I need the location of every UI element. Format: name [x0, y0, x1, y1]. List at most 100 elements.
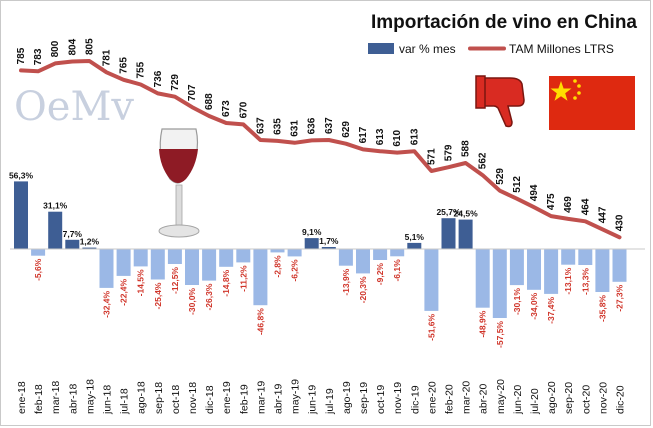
bar-label-may-19: -6,2%: [290, 259, 300, 282]
bar-label-jul-18: -22,4%: [119, 278, 129, 305]
legend-bar-swatch: [368, 43, 394, 54]
tam-label-dic-18: 688: [204, 93, 215, 110]
x-tick-nov-18: nov-18: [187, 382, 199, 414]
x-tick-dic-19: dic-19: [409, 385, 421, 414]
tam-label-sep-20: 469: [563, 196, 574, 213]
bar-oct-18: [167, 249, 182, 264]
china-flag-icon: [549, 76, 635, 130]
x-tick-sep-20: sep-20: [563, 382, 575, 414]
bar-nov-20: [595, 249, 610, 292]
tam-label-nov-20: 447: [597, 206, 608, 223]
tam-label-mar-20: 588: [461, 140, 472, 157]
tam-label-ene-19: 673: [221, 100, 232, 117]
tam-label-may-19: 631: [290, 120, 301, 137]
x-tick-feb-20: feb-20: [444, 384, 456, 414]
x-tick-nov-19: nov-19: [392, 382, 404, 414]
x-tick-ene-19: ene-19: [221, 381, 233, 414]
tam-label-jun-20: 512: [512, 176, 523, 193]
tam-label-ene-20: 571: [426, 148, 437, 165]
x-tick-may-20: may-20: [495, 379, 507, 414]
x-tick-feb-19: feb-19: [238, 384, 250, 414]
bar-label-ago-20: -37,4%: [546, 296, 556, 323]
x-tick-mar-19: mar-19: [255, 381, 267, 414]
bar-oct-19: [373, 249, 388, 260]
chart-title: Importación de vino en China: [371, 12, 637, 33]
bar-feb-19: [236, 249, 251, 263]
x-tick-oct-18: oct-18: [170, 385, 182, 414]
bar-label-jun-18: -32,4%: [102, 290, 112, 317]
x-tick-ago-18: ago-18: [136, 381, 148, 414]
bar-label-may-20: -57,5%: [495, 321, 505, 348]
tam-label-feb-19: 670: [238, 101, 249, 118]
bar-abr-19: [270, 249, 285, 253]
bar-label-feb-20: 25,7%: [436, 207, 461, 217]
bar-label-abr-20: -48,9%: [478, 310, 488, 337]
bar-ene-18: [14, 181, 28, 249]
tam-label-ago-18: 755: [136, 61, 147, 78]
bar-label-may-18: 1,2%: [80, 237, 100, 247]
thumbs-down-icon: [475, 75, 525, 128]
bar-label-dic-19: 5,1%: [405, 232, 425, 242]
wine-glass-icon: [158, 128, 200, 238]
tam-label-mar-19: 637: [255, 117, 266, 134]
bar-label-sep-18: -25,4%: [153, 282, 163, 309]
bar-abr-20: [475, 249, 490, 308]
tam-label-nov-18: 707: [187, 84, 198, 101]
x-tick-mar-20: mar-20: [461, 381, 473, 414]
x-axis: ene-18 feb-18 mar-18 abr-18 may-18 jun-18 jul-…: [10, 248, 645, 415]
legend: var % mes TAM Millones LTRS: [368, 42, 614, 56]
x-tick-may-18: may-18: [84, 379, 96, 414]
bar-label-nov-20: -35,8%: [597, 295, 607, 322]
bar-may-19: [287, 249, 302, 257]
bar-label-jun-19: 9,1%: [302, 227, 322, 237]
bar-label-oct-19: -9,2%: [375, 263, 385, 286]
x-tick-oct-20: oct-20: [580, 385, 592, 414]
bar-label-feb-19: -11,2%: [238, 265, 248, 292]
legend-bar-label: var % mes: [399, 42, 456, 56]
bar-label-ene-20: -51,6%: [426, 313, 436, 340]
bar-sep-20: [561, 249, 576, 265]
bar-label-abr-19: -2,8%: [273, 255, 283, 278]
tam-label-feb-20: 579: [444, 144, 455, 161]
bar-label-mar-18: 31,1%: [43, 201, 68, 211]
bar-jul-18: [116, 249, 131, 276]
bar-label-dic-20: -27,3%: [615, 284, 625, 311]
bar-label-sep-20: -13,1%: [563, 267, 573, 294]
tam-label-jul-19: 637: [324, 117, 335, 134]
tam-label-nov-19: 610: [392, 129, 403, 146]
bar-mar-20: [458, 219, 473, 249]
bar-ago-18: [133, 249, 148, 267]
tam-label-jul-20: 494: [529, 184, 540, 201]
bar-jun-19: [304, 238, 319, 249]
bar-nov-18: [185, 249, 199, 285]
bar-jul-19: [321, 247, 336, 249]
x-tick-mar-18: mar-18: [50, 381, 62, 414]
bar-dic-20: [612, 249, 627, 282]
x-tick-ago-19: ago-19: [341, 381, 353, 414]
bar-label-mar-19: -46,8%: [255, 308, 265, 335]
bar-label-nov-19: -6,1%: [392, 259, 402, 282]
bar-label-ago-19: -13,9%: [341, 268, 351, 295]
bar-label-feb-18: -5,6%: [33, 258, 43, 281]
x-tick-abr-18: abr-18: [67, 383, 79, 414]
tam-label-feb-18: 783: [33, 48, 44, 65]
tam-label-ene-18: 785: [16, 47, 27, 64]
oemv-logo: OeMv: [14, 84, 134, 130]
bar-ago-20: [544, 249, 559, 294]
tam-label-oct-20: 464: [580, 198, 591, 215]
tam-label-jul-18: 765: [119, 57, 130, 74]
bar-abr-18: [65, 239, 80, 249]
bar-mar-18: [48, 211, 63, 249]
tam-label-dic-20: 430: [615, 214, 626, 231]
x-tick-jun-20: jun-20: [512, 385, 524, 415]
bar-label-oct-20: -13,3%: [580, 268, 590, 295]
tam-label-ago-19: 629: [341, 121, 352, 138]
bars-layer: 56,3% -5,6% 31,1% 7,7%1,2% -32,4% -22,4% -14,5…: [9, 170, 627, 348]
x-tick-jul-19: jul-19: [324, 388, 336, 415]
x-tick-abr-20: abr-20: [478, 383, 490, 414]
bar-dic-19: [407, 242, 422, 249]
tam-label-oct-18: 729: [170, 74, 181, 91]
bar-ene-19: [219, 249, 234, 267]
